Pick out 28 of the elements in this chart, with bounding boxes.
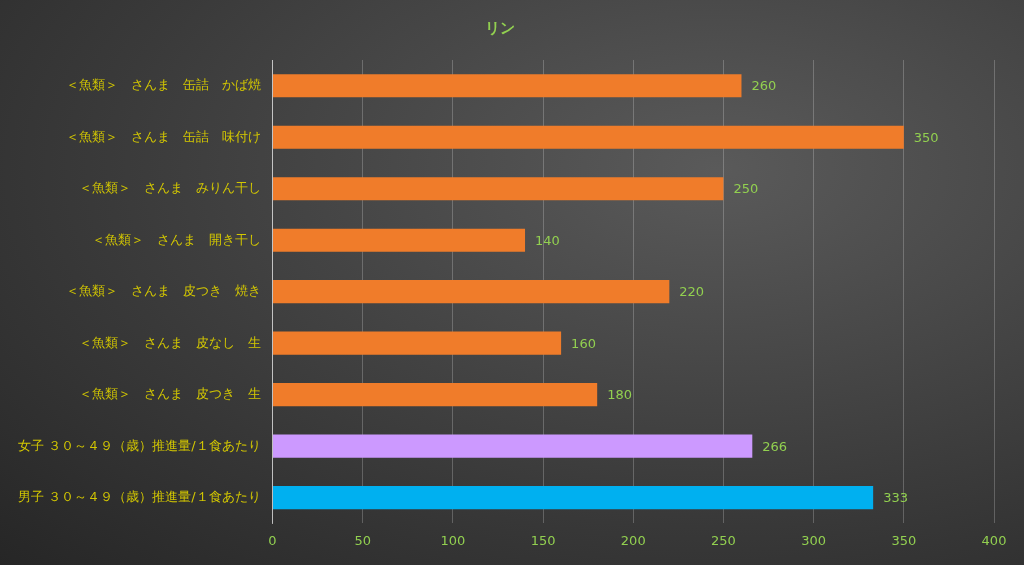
x-tick-label: 400 — [981, 532, 1007, 548]
y-tick-label: 女子 ３０～４９（歳）推進量/１食あたり — [18, 437, 261, 453]
data-label: 250 — [733, 181, 759, 197]
y-tick-label: ＜魚類＞ さんま 開き干し — [91, 231, 261, 247]
y-tick-label: 男子 ３０～４９（歳）推進量/１食あたり — [18, 489, 261, 505]
x-tick-label: 250 — [711, 532, 736, 548]
y-tick-label: ＜魚類＞ さんま みりん干し — [78, 180, 261, 196]
x-tick-label: 300 — [801, 532, 827, 548]
data-label: 266 — [762, 438, 788, 454]
data-label: 333 — [883, 490, 908, 506]
chart-title: リン — [485, 18, 515, 37]
x-tick-label: 0 — [268, 532, 277, 548]
x-tick-label: 50 — [354, 532, 371, 548]
y-tick-label: ＜魚類＞ さんま 皮なし 生 — [78, 334, 261, 350]
data-label: 180 — [607, 387, 633, 403]
y-tick-label: ＜魚類＞ さんま 皮つき 焼き — [65, 283, 261, 299]
data-label: 350 — [913, 129, 939, 145]
x-tick-label: 100 — [440, 532, 466, 548]
data-label: 160 — [571, 335, 596, 351]
data-label: 220 — [679, 284, 705, 300]
y-tick-label: ＜魚類＞ さんま 缶詰 かば焼 — [65, 77, 261, 93]
data-label: 140 — [535, 232, 560, 248]
data-label: 260 — [751, 78, 777, 94]
x-tick-label: 200 — [620, 532, 646, 548]
x-tick-label: 350 — [891, 532, 917, 548]
x-tick-label: 150 — [530, 532, 556, 548]
y-tick-label: ＜魚類＞ さんま 缶詰 味付け — [65, 128, 261, 144]
y-tick-label: ＜魚類＞ さんま 皮つき 生 — [78, 386, 261, 402]
